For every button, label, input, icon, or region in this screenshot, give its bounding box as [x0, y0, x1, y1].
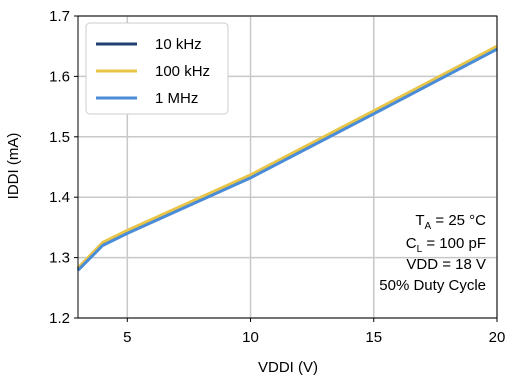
legend-label-100khz: 100 kHz — [155, 63, 210, 80]
legend-box — [85, 22, 229, 115]
y-tick-label: 1.5 — [49, 129, 70, 146]
x-axis-label: VDDI (V) — [258, 359, 318, 376]
plot-area — [77, 15, 498, 319]
y-tick-label: 1.6 — [49, 68, 70, 85]
series-line-1-mhz — [76, 47, 498, 272]
series-line-100-khz — [76, 44, 498, 269]
y-tick-label: 1.3 — [49, 250, 70, 267]
y-axis-label: IDDI (mA) — [5, 133, 22, 200]
legend-label-1mhz: 1 MHz — [155, 90, 198, 107]
y-tick-label: 1.2 — [49, 310, 70, 327]
y-axis-ticks: 1.2 1.3 1.4 1.5 1.6 1.7 — [49, 8, 78, 327]
annotation-duty: 50% Duty Cycle — [379, 277, 486, 294]
x-axis-ticks: 5 10 15 20 — [123, 318, 505, 346]
series-lines — [76, 44, 498, 272]
legend-label-10khz: 10 kHz — [155, 36, 202, 53]
x-tick-label: 20 — [489, 329, 506, 346]
y-tick-label: 1.4 — [49, 189, 70, 206]
annotation-cl: CL = 100 pF — [406, 235, 486, 255]
conditions-annotation: TA = 25 °C CL = 100 pF VDD = 18 V 50% Du… — [379, 212, 486, 294]
y-tick-label: 1.7 — [49, 8, 70, 25]
annotation-ta: TA = 25 °C — [415, 212, 486, 232]
legend: 10 kHz 100 kHz 1 MHz — [85, 22, 229, 115]
x-tick-label: 5 — [123, 329, 131, 346]
annotation-vdd: VDD = 18 V — [406, 256, 486, 273]
x-tick-label: 10 — [242, 329, 259, 346]
x-tick-label: 15 — [365, 329, 382, 346]
